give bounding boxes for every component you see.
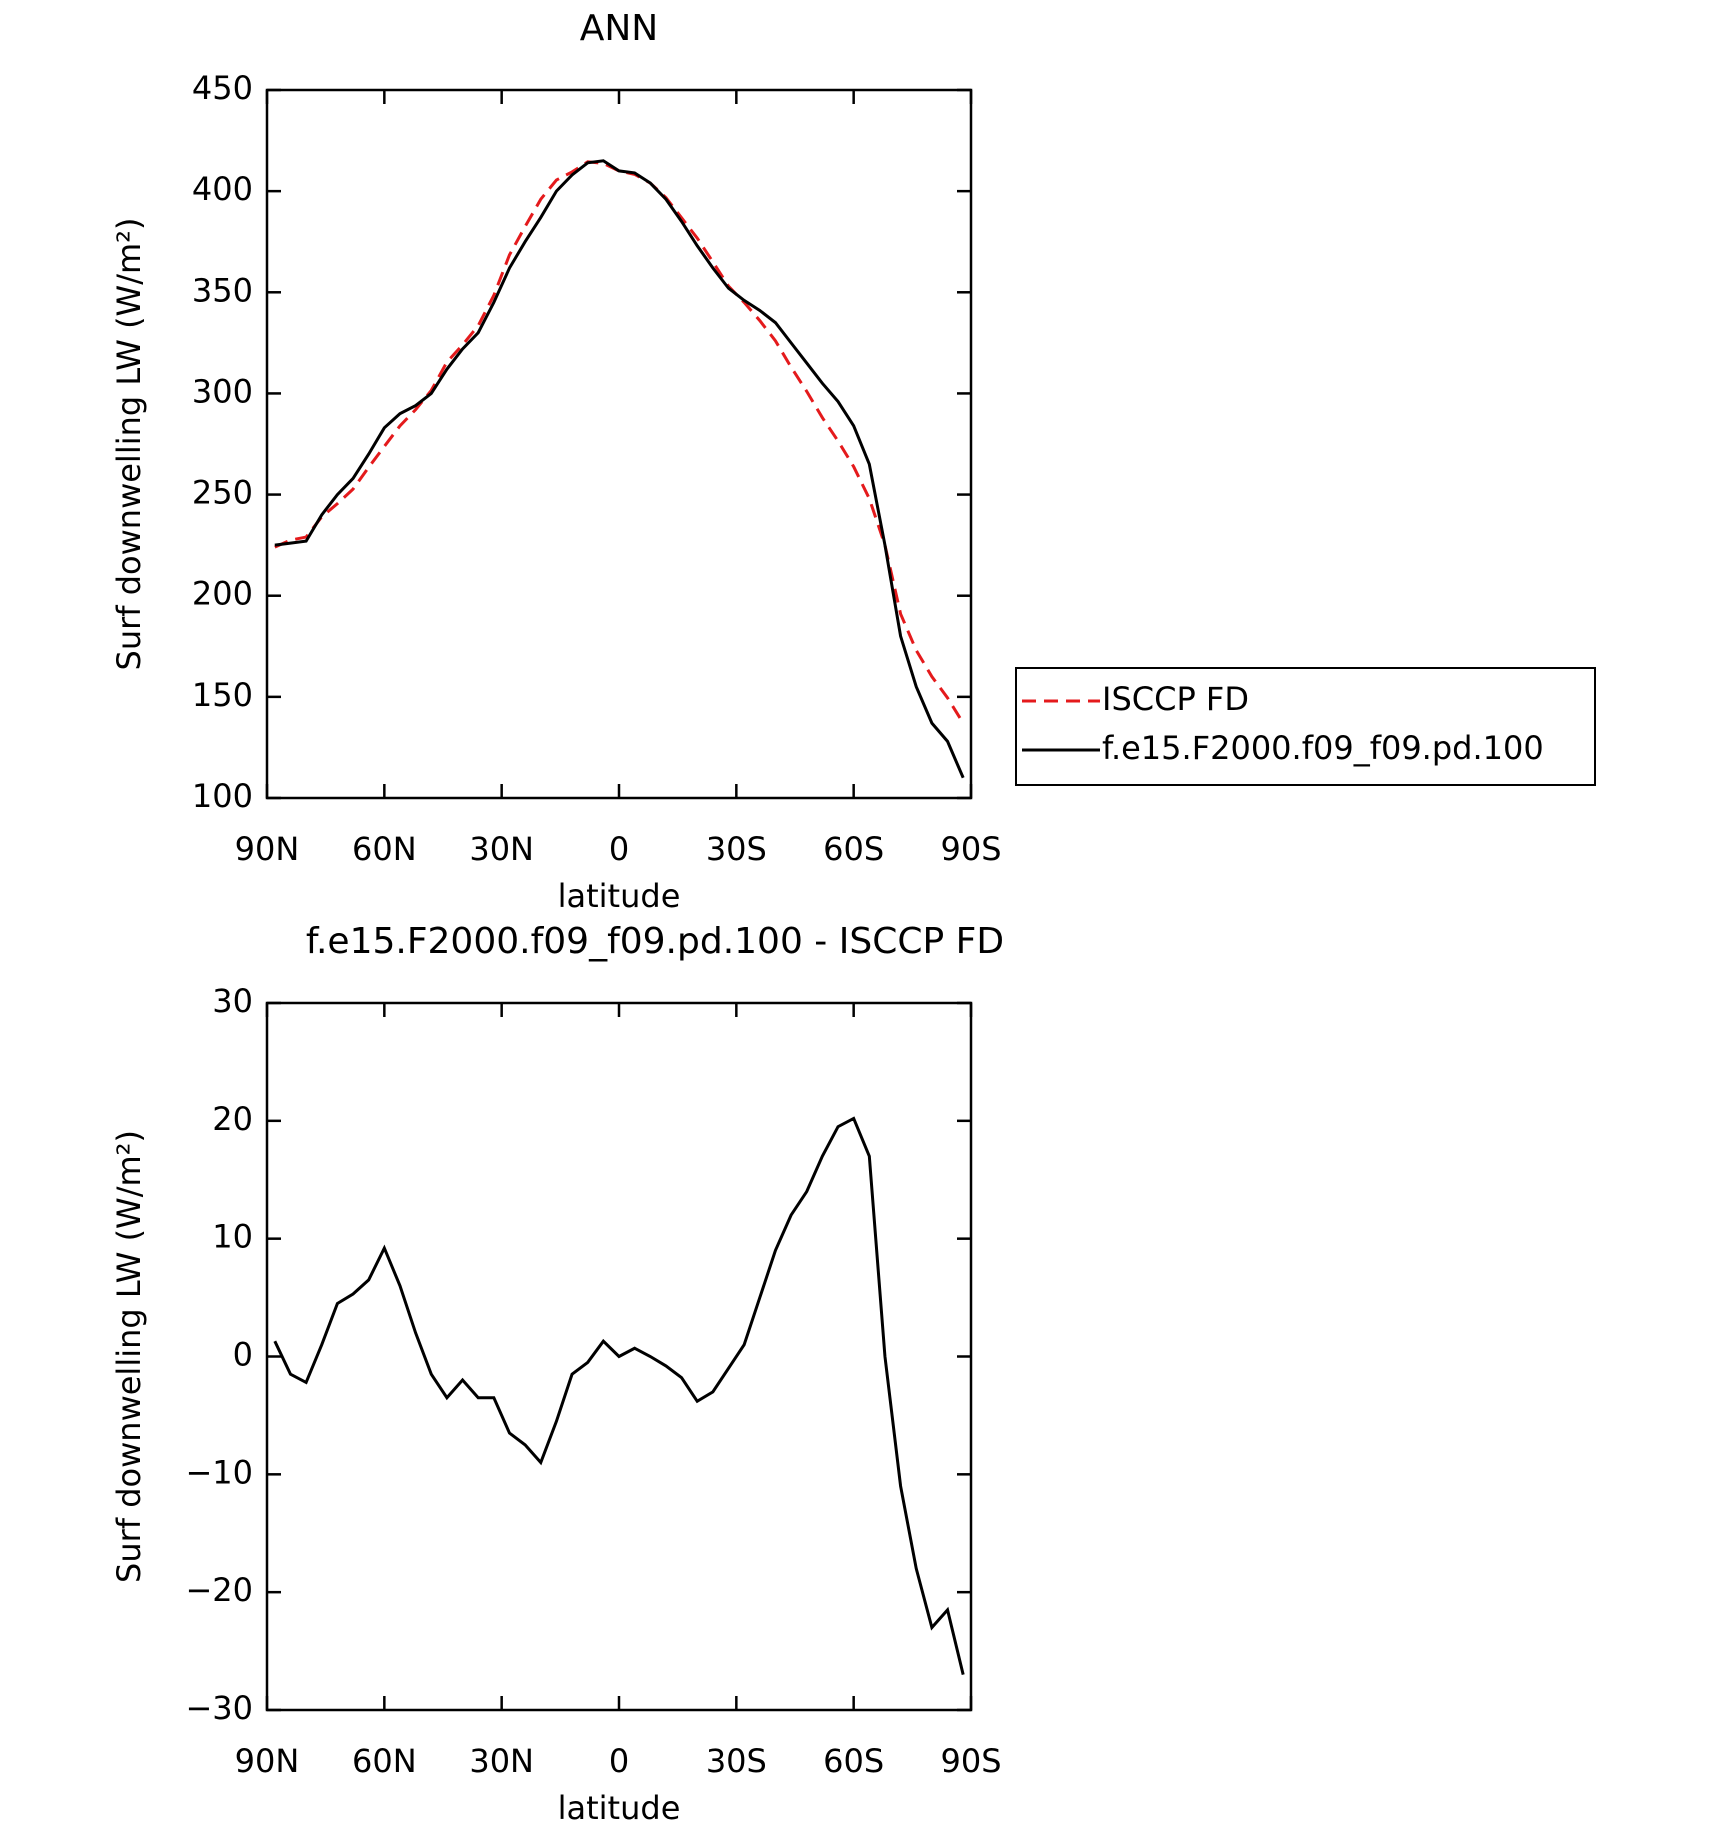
x-axis-label: latitude xyxy=(558,1789,681,1827)
x-tick-label: 60N xyxy=(352,1742,417,1780)
y-tick-label: 150 xyxy=(192,676,253,714)
plot-frame xyxy=(265,88,973,800)
chart-title: ANN xyxy=(580,8,659,49)
x-tick-label: 60N xyxy=(352,830,417,868)
x-tick-label: 30S xyxy=(706,830,767,868)
y-tick-label: 400 xyxy=(192,170,253,208)
y-tick-label: 250 xyxy=(192,474,253,512)
x-tick-label: 30N xyxy=(469,830,534,868)
x-tick-label: 90S xyxy=(940,1742,1001,1780)
x-tick-label: 30S xyxy=(706,1742,767,1780)
legend-box xyxy=(1015,667,1596,786)
y-axis-label: Surf downwelling LW (W/m²) xyxy=(110,218,148,671)
x-tick-label: 30N xyxy=(469,1742,534,1780)
x-tick-label: 0 xyxy=(609,830,629,868)
y-tick-label: 100 xyxy=(192,777,253,815)
y-tick-label: 300 xyxy=(192,372,253,410)
chart-title: f.e15.F2000.f09_f09.pd.100 - ISCCP FD xyxy=(306,921,1004,962)
y-tick-label: 200 xyxy=(192,575,253,613)
y-tick-label: 350 xyxy=(192,271,253,309)
y-tick-label: 0 xyxy=(233,1336,253,1374)
y-tick-label: 30 xyxy=(212,982,253,1020)
data-line xyxy=(274,160,965,724)
y-tick-label: −30 xyxy=(185,1689,253,1727)
data-line xyxy=(274,159,965,779)
data-line xyxy=(273,1116,965,1676)
y-tick-label: 20 xyxy=(212,1100,253,1138)
x-tick-label: 90S xyxy=(940,830,1001,868)
x-tick-label: 60S xyxy=(823,830,884,868)
y-tick-label: 450 xyxy=(192,69,253,107)
legend-label: f.e15.F2000.f09_f09.pd.100 xyxy=(1102,729,1544,767)
plot-frame xyxy=(265,1001,973,1712)
y-tick-label: 10 xyxy=(212,1218,253,1256)
x-tick-label: 0 xyxy=(609,1742,629,1780)
x-tick-label: 60S xyxy=(823,1742,884,1780)
legend-label: ISCCP FD xyxy=(1102,680,1249,718)
y-tick-label: −10 xyxy=(185,1453,253,1491)
x-axis-label: latitude xyxy=(558,877,681,915)
x-tick-label: 90N xyxy=(235,1742,300,1780)
y-tick-label: −20 xyxy=(185,1571,253,1609)
x-tick-label: 90N xyxy=(235,830,300,868)
y-axis-label: Surf downwelling LW (W/m²) xyxy=(110,1130,148,1583)
